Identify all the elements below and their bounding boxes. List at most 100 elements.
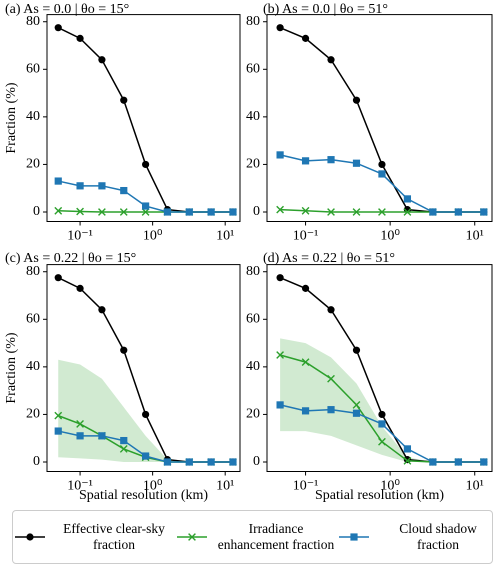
marker (429, 208, 437, 216)
marker (120, 346, 128, 354)
marker (327, 306, 335, 314)
marker (76, 284, 84, 292)
range-band (280, 338, 484, 462)
marker (163, 458, 172, 466)
marker (142, 160, 150, 169)
panel: (a) As = 0.0 | θo = 15° Fraction (%) 0 20 40… (4, 2, 241, 244)
marker (98, 306, 106, 314)
marker (327, 208, 335, 216)
marker (276, 401, 284, 409)
plot-frame (266, 14, 493, 222)
x-tick-label: 10⁰ (143, 229, 163, 244)
marker (301, 34, 310, 42)
legend-label: Effective clear-sky fraction (63, 521, 165, 552)
marker (119, 208, 128, 216)
marker (163, 208, 172, 216)
panel: (b) As = 0.0 | θo = 51° 0 20 40 60 80 10⁻¹ 10⁰ 1… (246, 2, 493, 244)
y-tick-label: 60 (26, 312, 40, 327)
legend-item: Cloud shadow fraction (337, 521, 499, 553)
marker (207, 208, 215, 216)
marker (403, 195, 412, 203)
marker (352, 401, 361, 409)
series-line (57, 27, 233, 213)
y-tick-label: 80 (26, 14, 40, 29)
x-tick-label: 10⁰ (380, 479, 400, 494)
x-tick-label: 10¹ (216, 229, 234, 244)
marker (54, 411, 63, 420)
y-tick-label: 0 (33, 454, 40, 469)
marker (276, 151, 284, 159)
x-tick-label: 10¹ (466, 479, 484, 494)
marker (403, 445, 412, 453)
marker (480, 458, 488, 466)
y-tick-label: 0 (253, 204, 260, 219)
marker (454, 458, 462, 466)
panel-title: (a) As = 0.0 | θo = 15° (5, 2, 129, 17)
marker (378, 437, 386, 446)
panel-title: (c) As = 0.22 | θo = 15° (5, 251, 136, 266)
marker (141, 208, 150, 216)
marker (54, 177, 62, 185)
plot-frame (46, 264, 241, 472)
marker (142, 202, 150, 210)
marker (229, 208, 237, 216)
panel-title: (d) As = 0.22 | θo = 51° (263, 251, 395, 266)
marker (352, 346, 361, 354)
plot-frame (266, 264, 493, 472)
marker (403, 208, 412, 216)
marker (352, 409, 361, 417)
marker (327, 374, 335, 383)
plot-frame (46, 14, 241, 222)
panel-title: (b) As = 0.0 | θo = 51° (263, 2, 388, 17)
marker (276, 24, 284, 32)
marker (185, 208, 193, 216)
marker (454, 208, 462, 216)
y-tick-label: 0 (253, 454, 260, 469)
legend-key (339, 533, 369, 541)
y-tick-label: 20 (26, 407, 40, 422)
marker (120, 436, 128, 445)
marker (142, 410, 150, 419)
panel: (c) As = 0.22 | θo = 15° Fraction (%) Spat… (4, 251, 241, 503)
y-tick-label: 80 (246, 14, 260, 29)
x-tick-label: 10⁰ (380, 229, 400, 244)
y-tick-label: 40 (26, 109, 40, 124)
marker (327, 406, 335, 414)
marker (327, 156, 335, 164)
marker (352, 159, 361, 167)
marker (378, 420, 386, 428)
y-axis-label: Fraction (%) (4, 82, 19, 153)
y-tick-label: 80 (26, 264, 40, 279)
x-tick-label: 10¹ (216, 479, 234, 494)
marker (54, 274, 62, 282)
x-axis-label: Spatial resolution (km) (79, 488, 208, 503)
marker (301, 157, 310, 165)
y-tick-label: 40 (246, 109, 260, 124)
marker (378, 160, 386, 169)
panel: (d) As = 0.22 | θo = 51° Spatial resoluti… (246, 251, 493, 503)
y-tick-label: 20 (246, 407, 260, 422)
marker (54, 24, 62, 32)
marker (76, 34, 84, 42)
y-tick-label: 40 (26, 359, 40, 374)
marker (352, 96, 361, 104)
marker (350, 533, 358, 541)
marker (480, 208, 488, 216)
marker (54, 427, 62, 435)
marker (120, 186, 128, 195)
x-tick-label: 10⁻¹ (293, 229, 319, 244)
marker (301, 407, 310, 415)
marker (378, 410, 386, 419)
y-axis-label: Fraction (%) (4, 332, 19, 403)
marker (119, 445, 128, 453)
y-tick-label: 0 (33, 204, 40, 219)
marker (76, 182, 84, 190)
x-tick-label: 10⁻¹ (293, 479, 319, 494)
chart: (a) As = 0.0 | θo = 15° Fraction (%) 0 20 40… (4, 2, 493, 503)
marker (120, 96, 128, 104)
marker (207, 458, 215, 466)
marker (429, 458, 437, 466)
marker (276, 351, 284, 359)
marker (378, 170, 386, 178)
